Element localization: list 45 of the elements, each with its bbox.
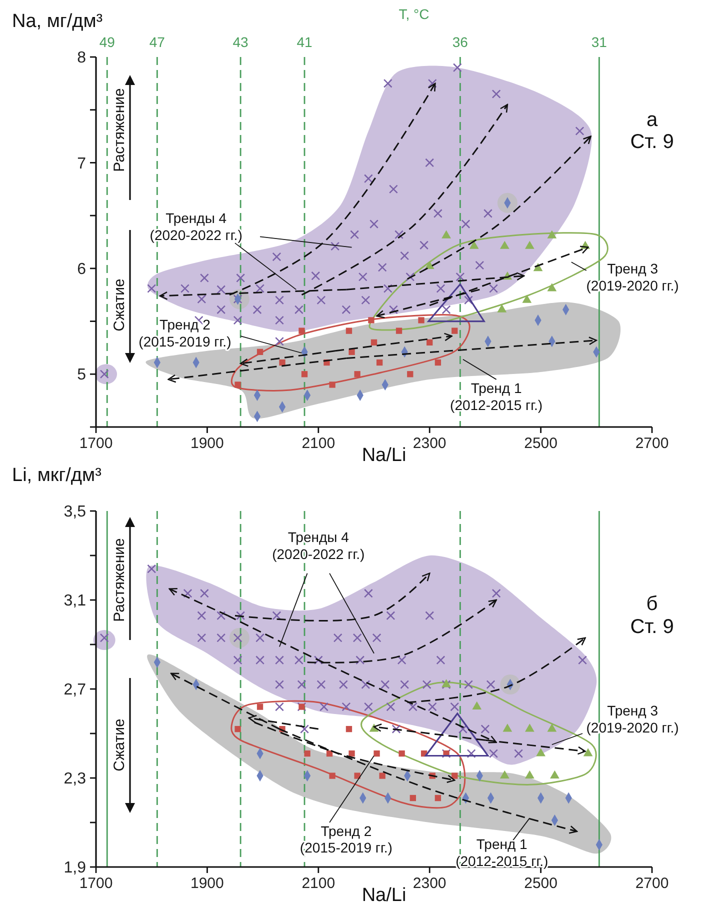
annotation: Тренд 1 (2012-2015 гг.) (450, 380, 543, 413)
y-tick-label: 7 (77, 155, 86, 172)
annotation: 43 (232, 34, 249, 50)
annotation: Сжатие (110, 278, 128, 332)
y-tick-label: 2,3 (64, 770, 86, 788)
annotation: Растяжение (110, 538, 128, 622)
annotation: 49 (99, 34, 116, 50)
annotation: Ст. 9 (630, 616, 674, 638)
x-tick-label: 2700 (635, 875, 669, 892)
y-tick-label: 3,1 (64, 592, 86, 610)
x-tick-label: 1700 (79, 435, 113, 452)
x-tick-label: 1700 (79, 875, 113, 892)
annotation: Растяжение (110, 88, 128, 172)
y-tick-label: 1,9 (64, 860, 86, 877)
x-tick-label: 2100 (302, 875, 336, 892)
y-axis-title: Na, мг/дм³ (12, 11, 103, 32)
y-tick-label: 8 (77, 50, 86, 67)
x-tick-label: 2700 (635, 435, 669, 452)
x-tick-label: 2500 (524, 435, 558, 452)
annotation: 36 (452, 34, 468, 50)
x-axis-title: Na/Li (362, 885, 406, 906)
x-tick-label: 1900 (190, 435, 224, 452)
annotation: Тренд 2 (2015-2019 гг.) (138, 316, 232, 350)
y-axis-title: Li, мкг/дм³ (12, 465, 102, 486)
x-tick-label: 2100 (302, 435, 336, 452)
y-tick-label: 2,7 (64, 682, 86, 699)
y-tick-label: 3,5 (64, 504, 86, 521)
x-tick-label: 1900 (190, 875, 224, 892)
annotation: а (646, 109, 658, 131)
y-tick-label: 5 (77, 366, 86, 384)
annotation: 41 (296, 34, 312, 50)
x-tick-label: 2300 (412, 875, 446, 892)
annotation: Тренды 4 (2020-2022 гг.) (150, 210, 242, 243)
annotation: Ст. 9 (630, 131, 674, 153)
annotation: Тренд 2 (2015-2019 гг.) (300, 822, 392, 856)
annotation: 47 (149, 34, 166, 50)
x-tick-label: 2500 (524, 875, 558, 892)
x-axis-title: Na/Li (362, 445, 406, 466)
x2-axis-title: T, °C (398, 6, 430, 22)
annotation: 31 (591, 34, 608, 50)
annotation: б (646, 593, 658, 615)
annotation: Сжатие (110, 718, 128, 772)
annotation: Тренд 1 (2012-2015 гг.) (456, 836, 548, 869)
x-tick-label: 2300 (412, 435, 446, 452)
y-tick-label: 6 (77, 261, 86, 278)
